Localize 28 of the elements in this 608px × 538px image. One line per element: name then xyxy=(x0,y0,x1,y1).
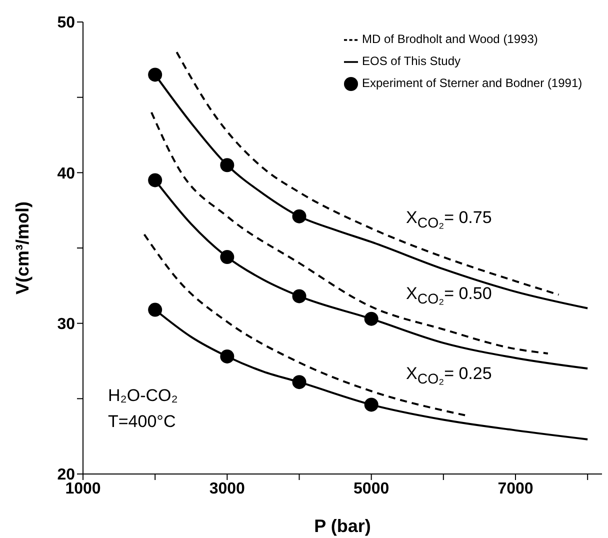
annotation: T=400°C xyxy=(108,412,176,432)
x-axis-title: P (bar) xyxy=(314,516,371,536)
point xyxy=(292,209,306,224)
x-tick-label: 3000 xyxy=(209,480,246,498)
x-tick-label: 7000 xyxy=(498,480,534,498)
y-tick-label: 40 xyxy=(57,165,76,182)
point xyxy=(364,312,378,326)
line-series xyxy=(150,111,549,354)
point xyxy=(148,173,162,188)
point xyxy=(220,250,234,264)
legend-label: EOS of This Study xyxy=(362,54,460,68)
x-tick-label: 5000 xyxy=(354,480,390,498)
point xyxy=(220,158,234,172)
annotation: H₂O-CO₂ xyxy=(108,386,178,406)
y-axis-title: V(cm³/mol) xyxy=(12,201,32,295)
point xyxy=(148,68,162,82)
annotation: X$_{CO₂}$= 0.25 xyxy=(406,364,492,390)
annotation: X$_{CO₂}$= 0.50 xyxy=(406,284,492,310)
point xyxy=(292,375,306,390)
annotation: X$_{CO₂}$= 0.75 xyxy=(406,208,492,234)
y-tick-label: 50 xyxy=(57,14,76,32)
y-tick-label: 30 xyxy=(57,316,76,334)
legend-label: Experiment of Sterner and Bodner (1991) xyxy=(362,76,582,90)
legend-label: MD of Brodholt and Wood (1993) xyxy=(362,32,538,46)
point xyxy=(148,302,162,317)
point xyxy=(292,289,306,304)
point xyxy=(220,349,234,364)
point xyxy=(364,398,378,412)
